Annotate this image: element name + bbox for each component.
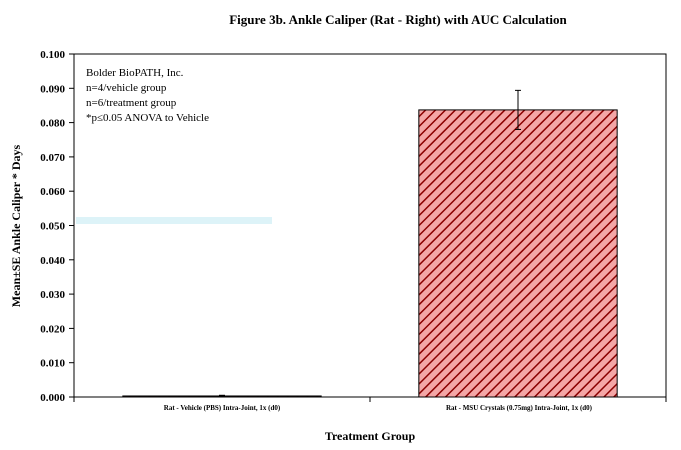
y-tick-label: 0.000 <box>40 392 65 404</box>
y-tick-label: 0.010 <box>40 358 65 370</box>
annotation-box: Bolder BioPATH, Inc. n=4/vehicle group n=6… <box>86 67 209 124</box>
y-tick-label: 0.080 <box>40 118 65 130</box>
y-tick-label: 0.060 <box>40 186 65 198</box>
annotation-line: Bolder BioPATH, Inc. <box>86 67 184 79</box>
x-axis-label: Treatment Group <box>325 429 416 443</box>
category-label: Rat - Vehicle (PBS) Intra-Joint, 1x (d0) <box>164 404 281 412</box>
y-axis-label: Mean±SE Ankle Caliper * Days <box>9 144 23 307</box>
y-tick-label: 0.020 <box>40 323 65 335</box>
y-tick-label: 0.090 <box>40 83 65 95</box>
chart-title: Figure 3b. Ankle Caliper (Rat - Right) w… <box>229 12 567 27</box>
highlight-band <box>76 217 272 224</box>
category-label: Rat - MSU Crystals (0.75mg) Intra-Joint,… <box>446 404 593 412</box>
annotation-line: n=4/vehicle group <box>86 82 167 94</box>
bar <box>418 109 618 398</box>
annotation-line: n=6/treatment group <box>86 97 177 109</box>
x-axis-ticks <box>73 397 667 402</box>
bars <box>122 89 618 398</box>
y-tick-label: 0.050 <box>40 221 65 233</box>
y-tick-label: 0.070 <box>40 152 65 164</box>
y-axis-ticks: 0.000 0.010 0.020 0.030 0.040 0.050 0.060 0.070… <box>40 49 74 404</box>
y-tick-label: 0.040 <box>40 255 65 267</box>
y-tick-label: 0.030 <box>40 289 65 301</box>
y-tick-label: 0.100 <box>40 49 65 61</box>
annotation-line: *p≤0.05 ANOVA to Vehicle <box>86 112 209 124</box>
